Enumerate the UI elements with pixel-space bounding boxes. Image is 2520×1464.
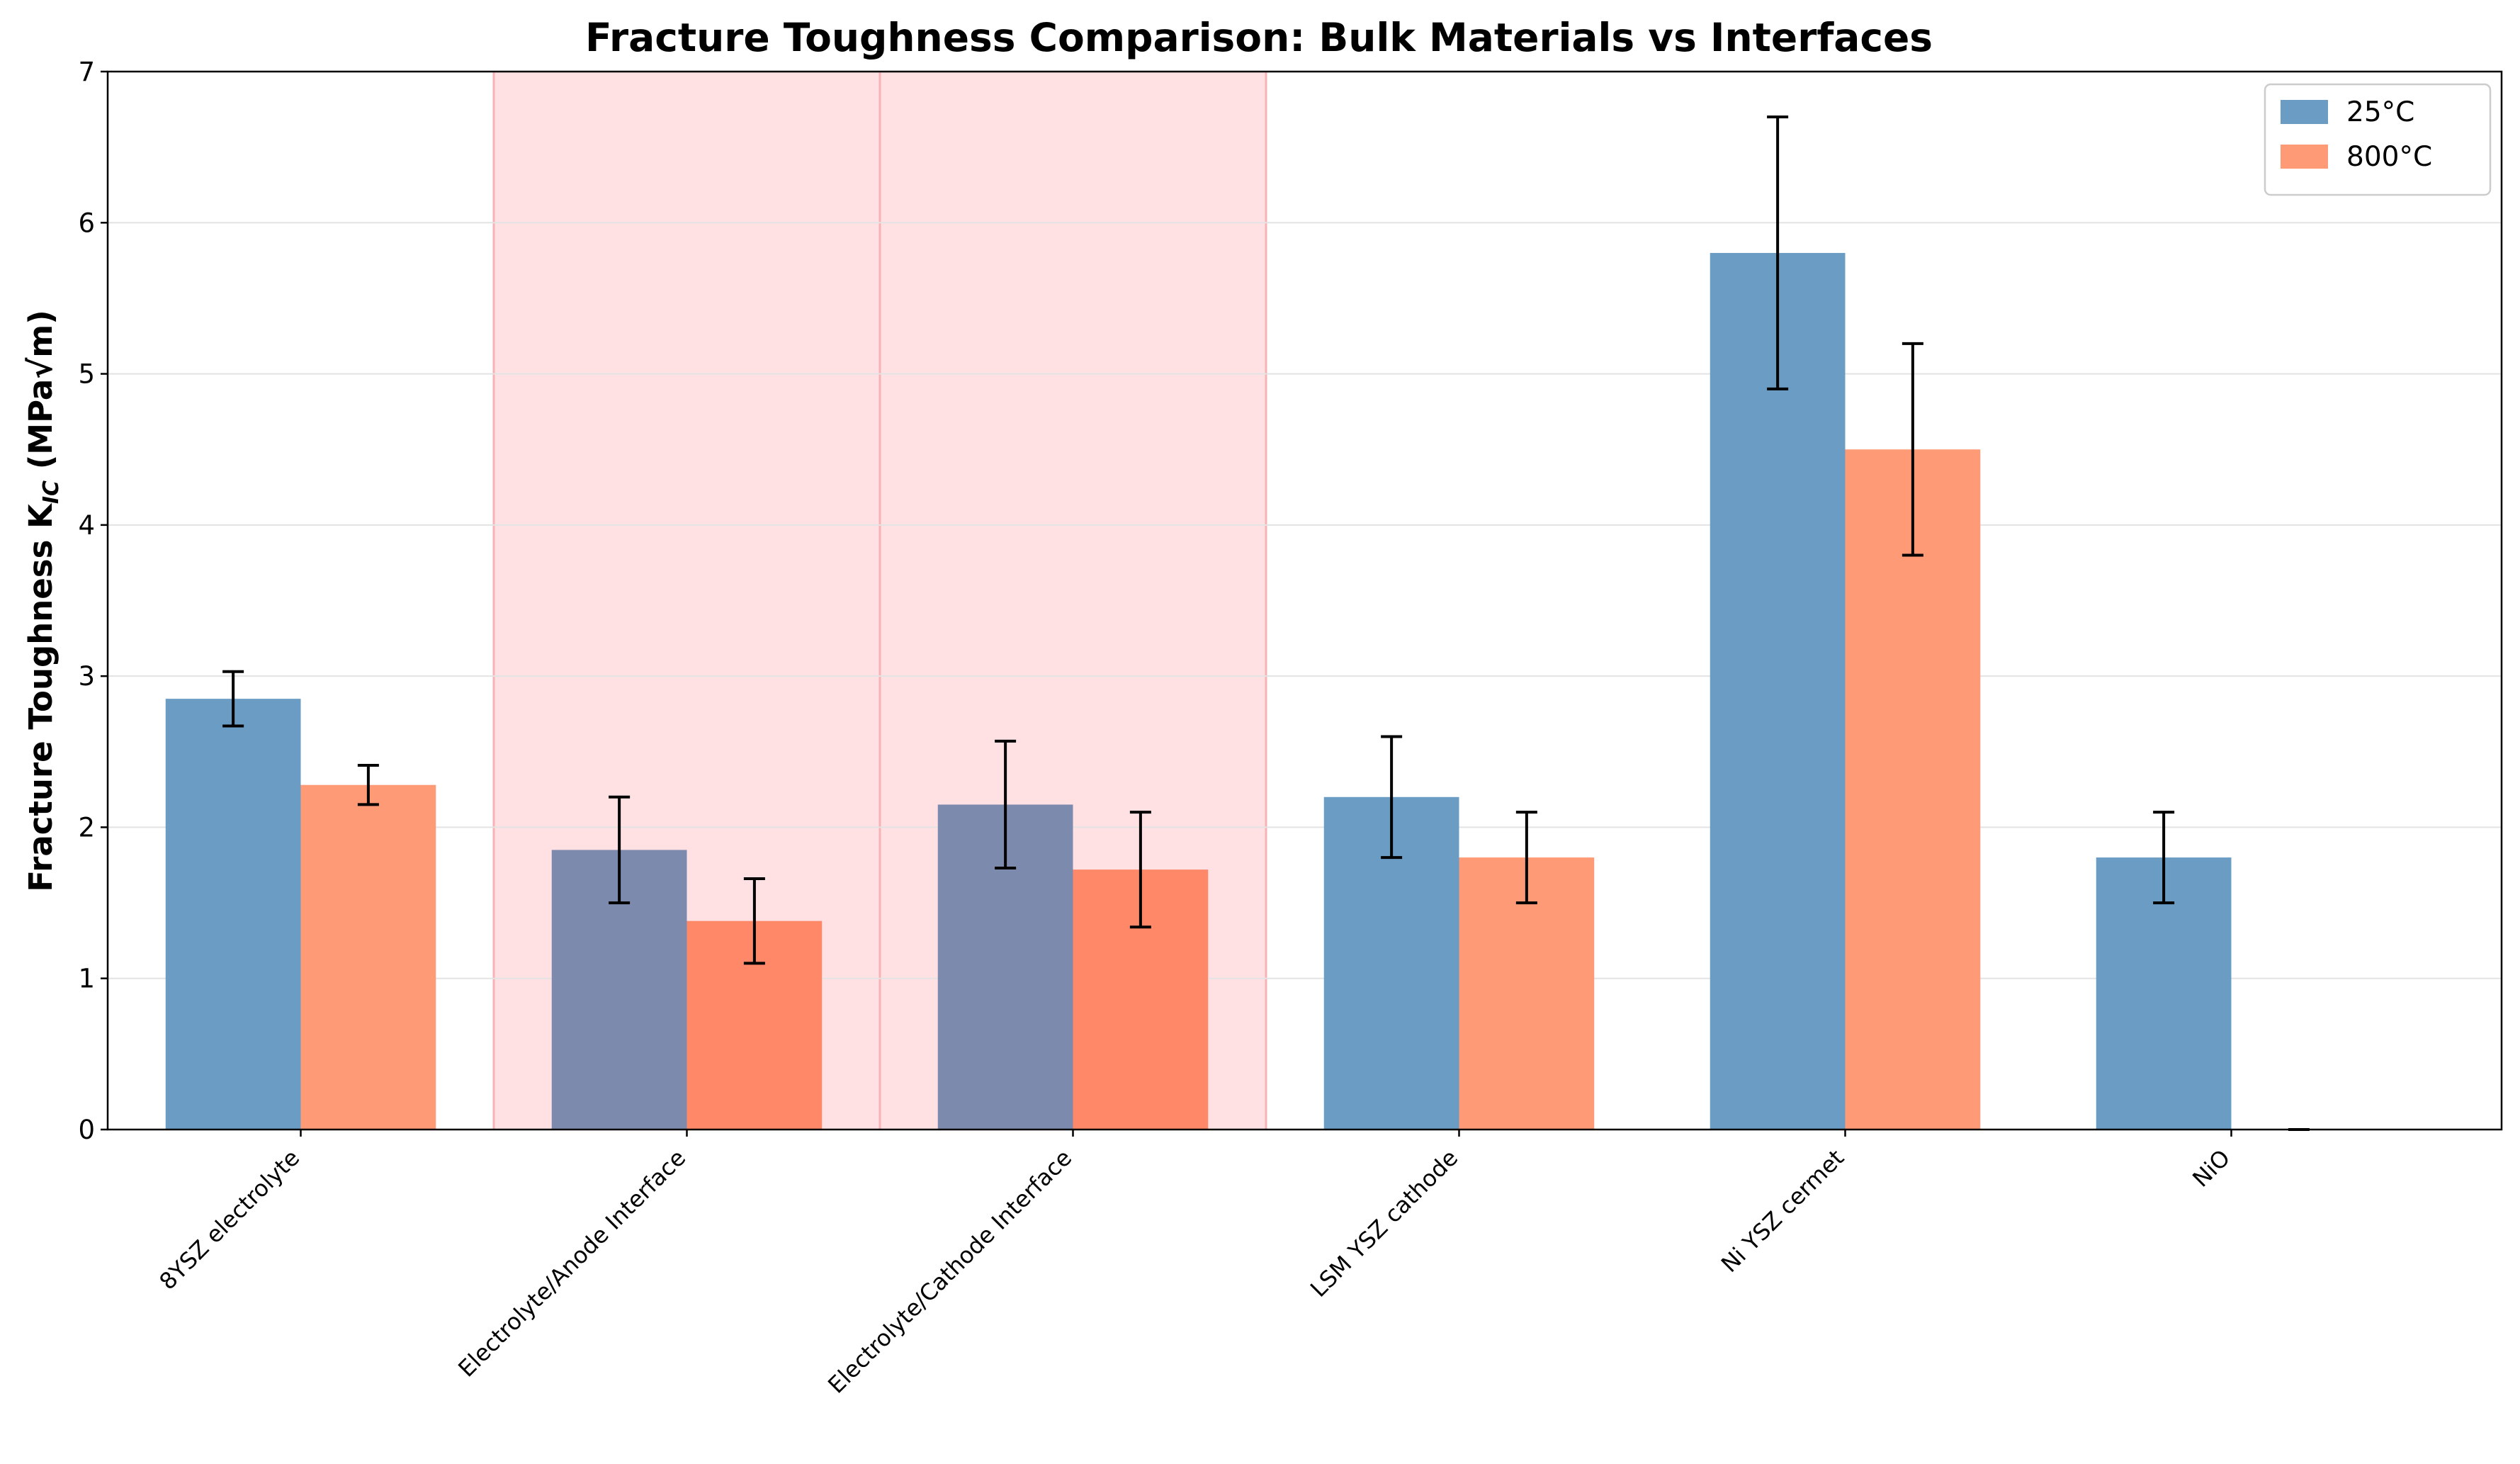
legend: 25°C 800°C — [2264, 83, 2492, 196]
gridlines — [108, 222, 2502, 979]
x-axis: 8YSZ electrolyte Electrolyte/Anode Interf… — [154, 1130, 2235, 1399]
bar-800c — [300, 784, 436, 1130]
y-axis-label: Fracture Toughness KIC (MPa√m) — [22, 310, 64, 891]
y-tick-label: 7 — [78, 57, 95, 87]
legend-label-25c: 25°C — [2346, 96, 2414, 128]
y-axis-label-unit: (MPa√m) — [22, 310, 60, 480]
x-tick-label: LSM YSZ cathode — [1305, 1144, 1463, 1302]
y-tick-label: 1 — [78, 964, 95, 994]
y-tick-label: 0 — [78, 1115, 95, 1145]
bar-800c — [1845, 449, 1981, 1130]
plot-frame — [106, 70, 2503, 1131]
x-tick-label: Ni YSZ cermet — [1716, 1144, 1849, 1278]
bar-25c — [1710, 252, 1846, 1130]
y-tick-label: 5 — [78, 359, 95, 390]
x-tick-label: NiO — [2187, 1144, 2235, 1193]
chart-title: Fracture Toughness Comparison: Bulk Mate… — [585, 15, 1933, 60]
y-axis-label-subscript: IC — [39, 480, 64, 504]
bar-25c — [165, 699, 301, 1130]
legend-swatch-800c — [2281, 145, 2328, 169]
legend-label-800c: 800°C — [2346, 141, 2432, 173]
y-tick-label: 6 — [78, 208, 95, 238]
x-tick-label: 8YSZ electrolyte — [154, 1144, 305, 1295]
y-axis-label-main: Fracture Toughness K — [22, 502, 60, 892]
y-axis: 0 1 2 3 4 5 6 7 — [78, 57, 108, 1145]
y-tick-label: 4 — [78, 510, 95, 541]
y-tick-label: 2 — [78, 812, 95, 843]
y-tick-label: 3 — [78, 661, 95, 692]
legend-swatch-25c — [2281, 100, 2328, 124]
x-tick-label: Electrolyte/Cathode Interface — [823, 1144, 1077, 1399]
bars — [165, 252, 2232, 1130]
error-bars — [222, 115, 2310, 1131]
x-tick-label: Electrolyte/Anode Interface — [453, 1144, 691, 1383]
